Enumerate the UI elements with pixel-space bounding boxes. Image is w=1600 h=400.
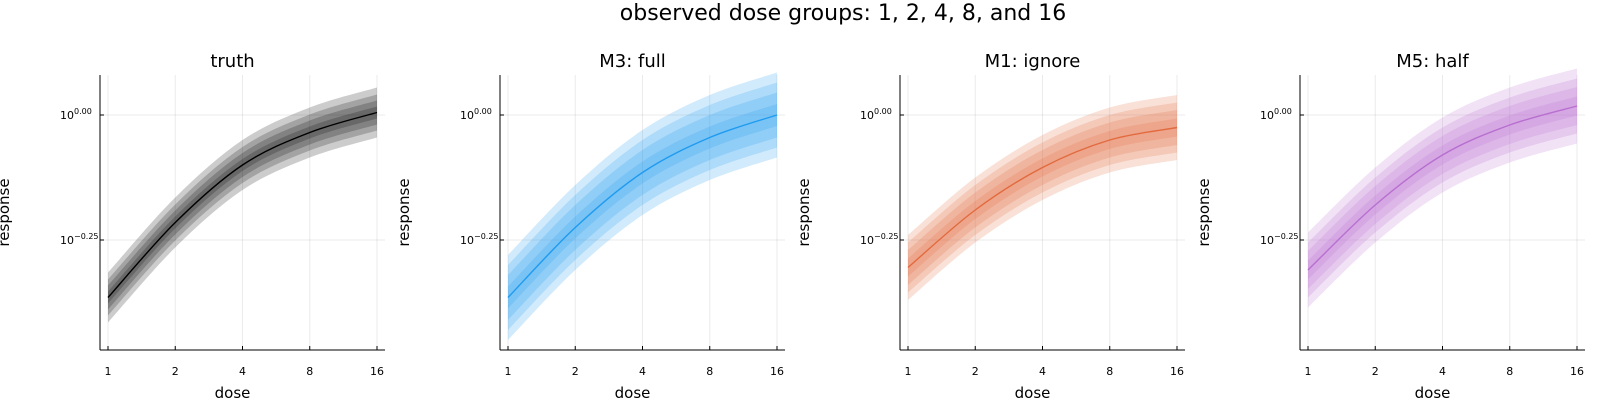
credible-band-4 xyxy=(508,104,777,309)
x-tick-label: 4 xyxy=(1039,365,1046,378)
y-tick-label: 10 xyxy=(1260,109,1274,122)
panel-title: M5: half xyxy=(1396,51,1469,72)
credible-band-2 xyxy=(508,82,777,330)
y-tick-exponent: −0.25 xyxy=(1274,232,1299,241)
y-axis-label: response xyxy=(0,178,13,246)
x-tick-label: 1 xyxy=(505,365,512,378)
x-tick-label: 16 xyxy=(1570,365,1584,378)
x-tick-label: 8 xyxy=(1506,365,1513,378)
y-tick-label: 10 xyxy=(60,109,74,122)
x-tick-label: 4 xyxy=(639,365,646,378)
y-tick-label: 10 xyxy=(460,234,474,247)
x-tick-label: 16 xyxy=(1170,365,1184,378)
credible-band-3 xyxy=(908,110,1177,285)
panel-title: truth xyxy=(210,51,254,72)
credible-band-2 xyxy=(108,94,377,316)
y-tick-exponent: 0.00 xyxy=(874,107,892,116)
median-line xyxy=(1307,105,1578,271)
y-tick-label: 10 xyxy=(460,109,474,122)
y-tick-exponent: 0.00 xyxy=(74,107,92,116)
y-axis-label: response xyxy=(395,178,413,246)
x-tick-label: 16 xyxy=(370,365,384,378)
credible-band-1 xyxy=(908,95,1177,300)
x-tick-label: 2 xyxy=(1372,365,1379,378)
x-tick-label: 8 xyxy=(706,365,713,378)
y-tick-label: 10 xyxy=(60,234,74,247)
y-tick-exponent: −0.25 xyxy=(474,232,499,241)
x-tick-label: 16 xyxy=(770,365,784,378)
credible-band-3 xyxy=(1308,87,1577,289)
credible-band-1 xyxy=(508,72,777,340)
credible-band-1 xyxy=(108,87,377,323)
y-axis-label: response xyxy=(795,178,813,246)
panel-title: M3: full xyxy=(599,51,666,72)
x-tick-label: 4 xyxy=(239,365,246,378)
credible-band-4 xyxy=(908,118,1177,277)
x-axis-label: dose xyxy=(215,384,251,400)
x-axis-label: dose xyxy=(1015,384,1051,400)
median-line xyxy=(107,111,378,298)
x-tick-label: 8 xyxy=(306,365,313,378)
y-tick-exponent: −0.25 xyxy=(74,232,99,241)
x-axis-label: dose xyxy=(615,384,651,400)
median-line xyxy=(907,126,1178,269)
y-tick-exponent: 0.00 xyxy=(474,107,492,116)
y-axis-label: response xyxy=(1195,178,1213,246)
y-tick-label: 10 xyxy=(860,234,874,247)
x-axis-label: dose xyxy=(1415,384,1451,400)
credible-band-1 xyxy=(1308,68,1577,308)
credible-band-3 xyxy=(508,92,777,320)
x-tick-label: 1 xyxy=(105,365,112,378)
y-tick-exponent: 0.00 xyxy=(1274,107,1292,116)
x-tick-label: 8 xyxy=(1106,365,1113,378)
credible-band-3 xyxy=(108,100,377,310)
x-tick-label: 2 xyxy=(972,365,979,378)
x-tick-label: 1 xyxy=(905,365,912,378)
panel-title: M1: ignore xyxy=(985,51,1081,72)
y-tick-exponent: −0.25 xyxy=(874,232,899,241)
y-tick-label: 10 xyxy=(1260,234,1274,247)
x-tick-label: 1 xyxy=(1305,365,1312,378)
credible-band-2 xyxy=(908,102,1177,293)
x-tick-label: 2 xyxy=(172,365,179,378)
credible-band-2 xyxy=(1308,78,1577,298)
figure-title: observed dose groups: 1, 2, 4, 8, and 16 xyxy=(620,1,1066,26)
x-tick-label: 2 xyxy=(572,365,579,378)
x-tick-label: 4 xyxy=(1439,365,1446,378)
median-line xyxy=(507,114,778,298)
credible-band-4 xyxy=(1308,96,1577,280)
y-tick-label: 10 xyxy=(860,109,874,122)
